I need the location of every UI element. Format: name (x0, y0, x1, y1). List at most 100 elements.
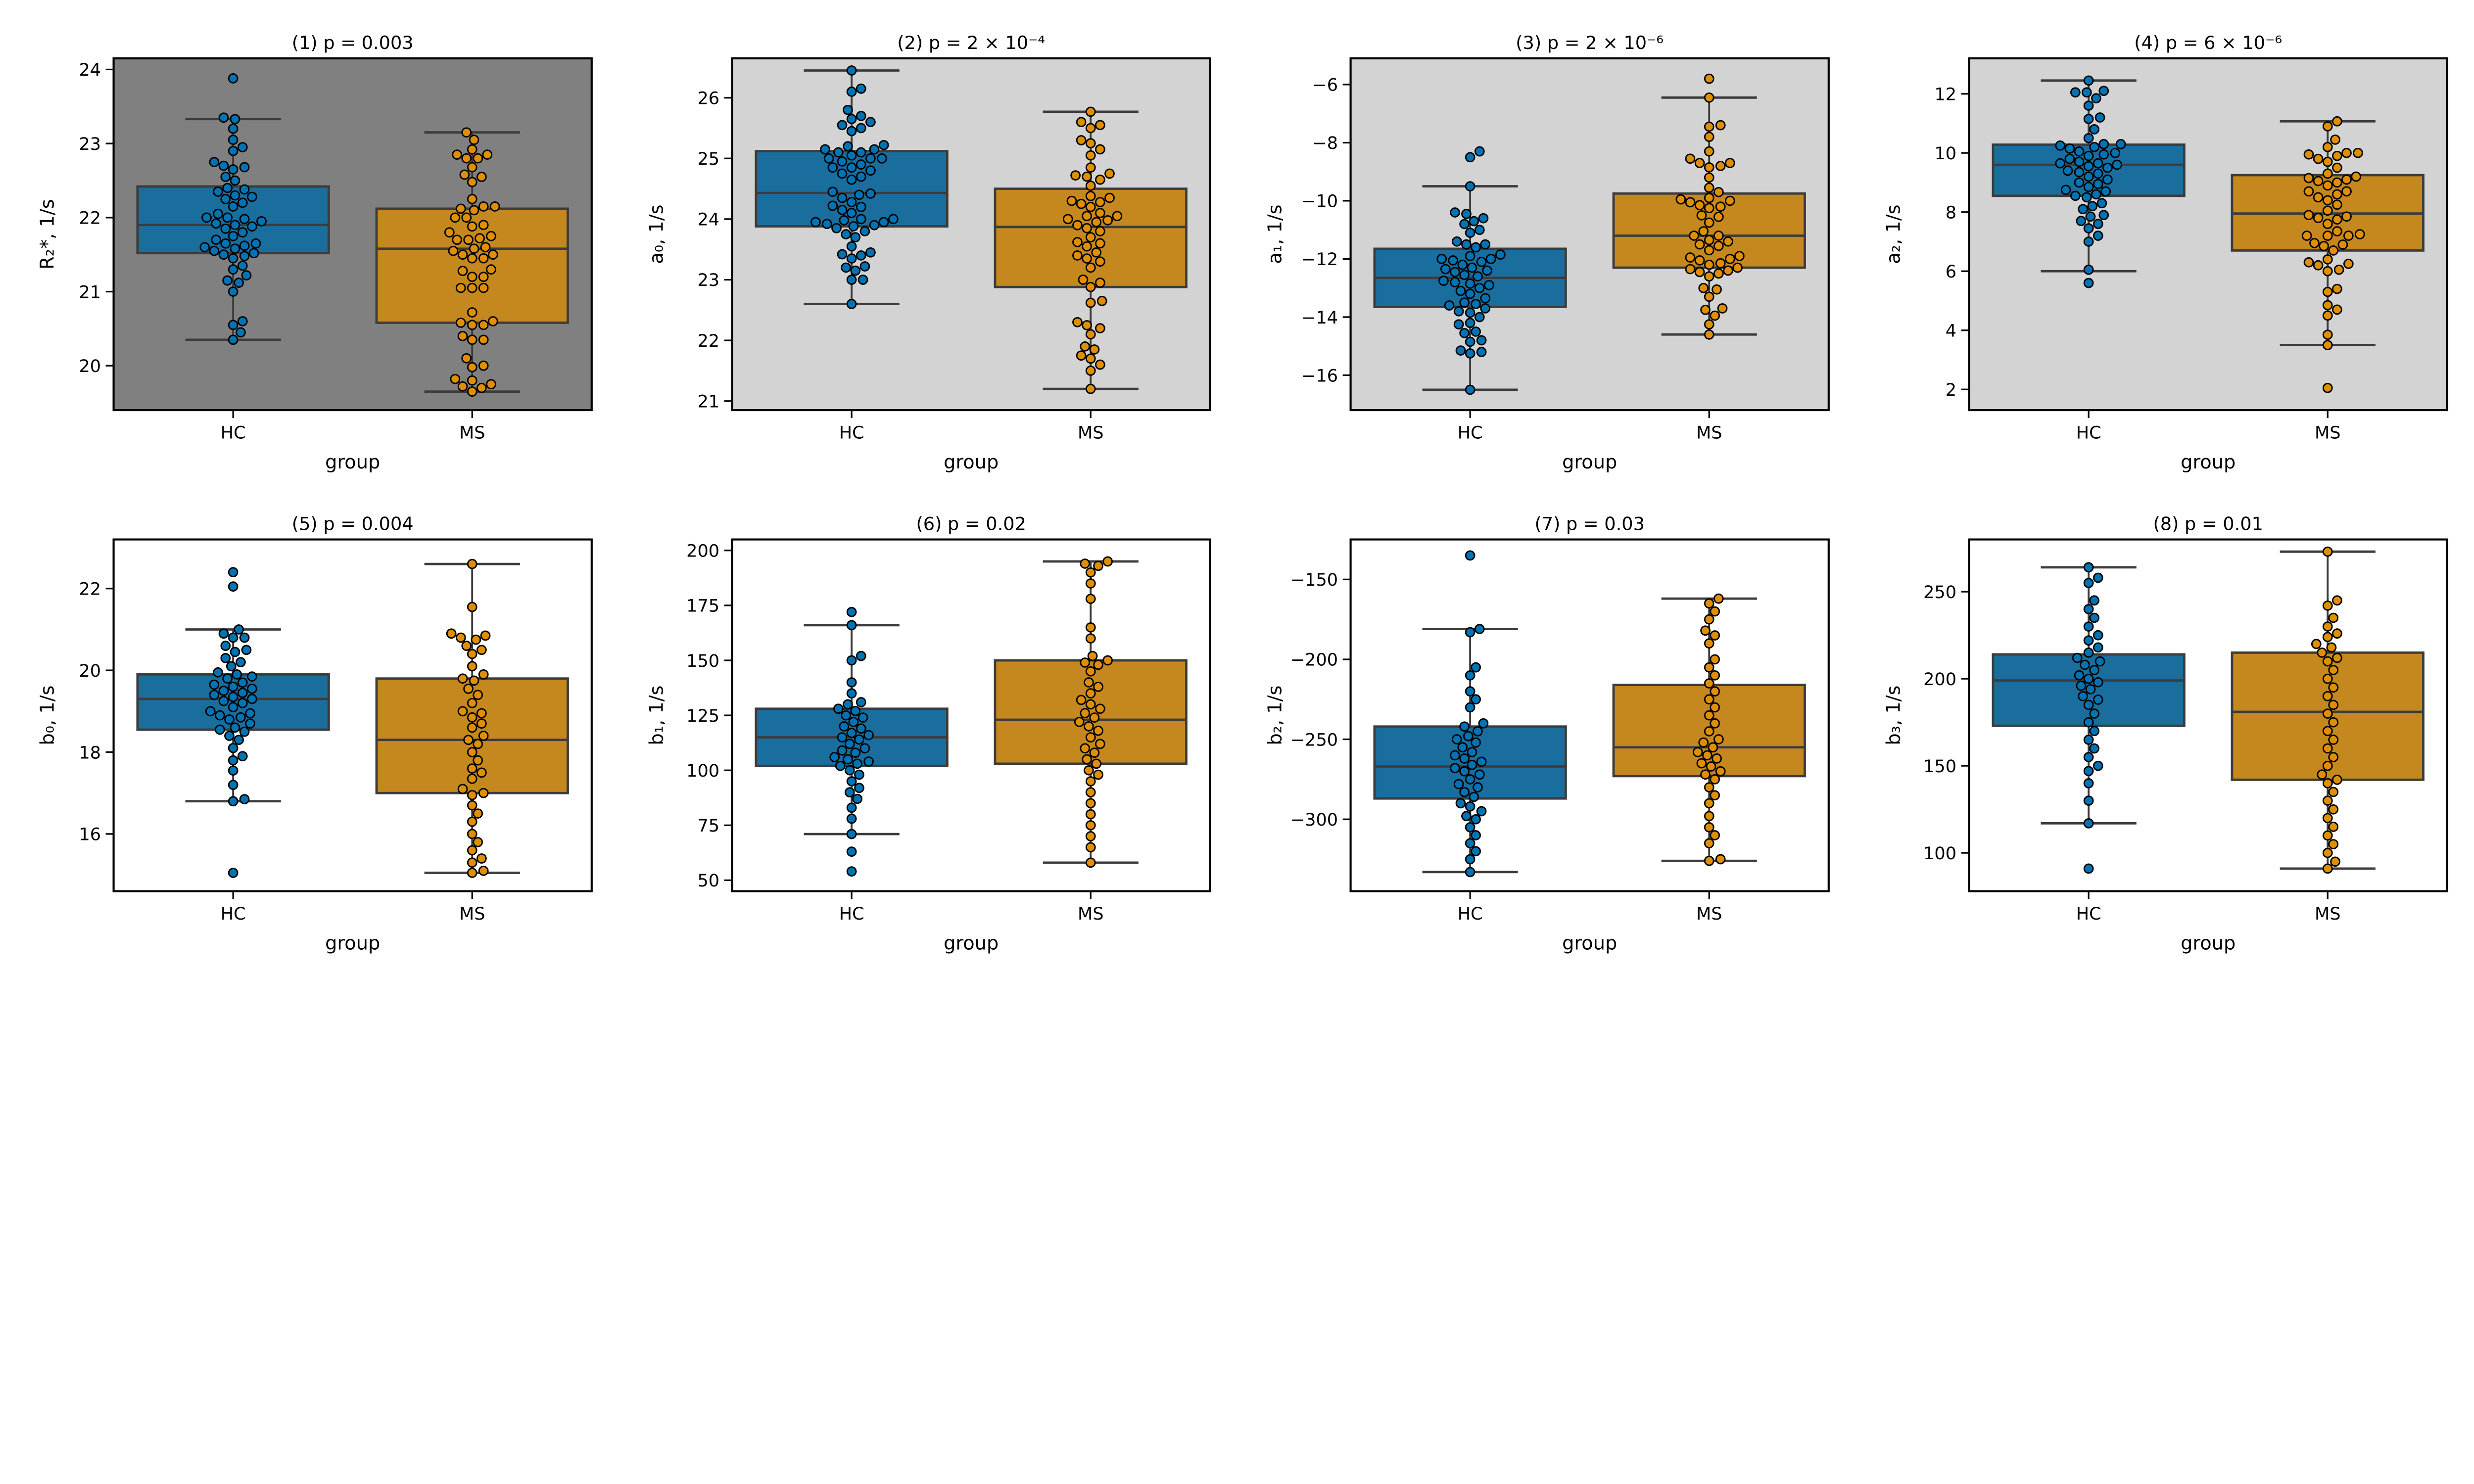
subplot-title: (7) p = 0.03 (1534, 513, 1644, 534)
data-point (228, 796, 238, 807)
data-point (2081, 192, 2092, 203)
data-point (1713, 593, 1724, 604)
data-point (856, 650, 866, 661)
data-point (247, 694, 257, 704)
data-point (1082, 223, 1092, 233)
data-point (2332, 116, 2342, 127)
data-point (1713, 240, 1724, 251)
data-point (1095, 739, 1105, 749)
data-point (1704, 822, 1714, 833)
data-point (2083, 673, 2094, 684)
data-point (2343, 231, 2354, 241)
data-point (1713, 734, 1724, 744)
y-tick-label: 50 (697, 871, 719, 891)
data-point (1082, 211, 1092, 222)
plot-frame (1968, 57, 2448, 412)
data-point (1704, 838, 1714, 849)
data-point (1696, 758, 1707, 769)
data-point (1465, 181, 1475, 191)
data-point (237, 227, 248, 238)
data-point (1723, 236, 1733, 247)
data-point (237, 197, 248, 208)
data-point (2330, 856, 2340, 867)
data-point (1704, 614, 1714, 625)
data-point (2087, 201, 2098, 212)
data-point (1085, 190, 1096, 201)
data-point (2322, 180, 2333, 191)
data-point (476, 708, 487, 719)
data-point (1085, 831, 1096, 841)
data-point (843, 754, 853, 765)
data-point (1465, 774, 1475, 785)
data-point (2091, 93, 2101, 104)
data-point (863, 756, 874, 767)
data-point (1091, 758, 1102, 769)
data-point (843, 699, 853, 710)
data-point (482, 149, 493, 160)
data-point (2353, 147, 2363, 158)
plot-frame (112, 57, 593, 412)
y-axis-label: b₂, 1/s (1264, 686, 1286, 745)
y-tick-label: 6 (1946, 262, 1956, 282)
data-point (1104, 168, 1115, 179)
data-point (1095, 703, 1105, 714)
y-axis-label: a₁, 1/s (1264, 204, 1286, 264)
data-point (1085, 138, 1096, 148)
data-point (846, 275, 857, 285)
data-point (467, 763, 477, 774)
data-point (1085, 366, 1096, 376)
plot-frame (1968, 538, 2448, 892)
data-point (1102, 655, 1113, 666)
data-point (2322, 205, 2333, 216)
data-point (1082, 253, 1092, 264)
data-point (2328, 752, 2339, 762)
data-point (2332, 150, 2342, 161)
data-point (2093, 179, 2103, 189)
data-point (1474, 312, 1485, 323)
data-point (234, 278, 244, 288)
data-point (846, 728, 857, 739)
data-point (2332, 226, 2342, 236)
data-point (1085, 732, 1096, 742)
y-axis-label: a₀, 1/s (645, 204, 667, 264)
data-point (239, 240, 250, 251)
y-tick-label: 22 (697, 331, 719, 351)
data-point (448, 245, 459, 256)
data-point (457, 249, 468, 260)
data-point (1082, 320, 1092, 330)
data-point (222, 275, 233, 286)
data-point (1085, 262, 1096, 273)
data-point (2083, 778, 2094, 788)
data-point (1685, 252, 1696, 263)
y-tick-label: 150 (1923, 756, 1956, 777)
data-point (247, 221, 257, 232)
subplot-title: (1) p = 0.003 (292, 32, 414, 53)
data-point (1085, 699, 1096, 710)
data-point (1704, 291, 1714, 302)
data-point (239, 162, 250, 173)
data-point (211, 234, 222, 245)
data-point (2322, 600, 2333, 611)
data-point (457, 331, 468, 341)
data-point (1089, 747, 1100, 758)
data-point (2089, 612, 2099, 623)
data-point (2328, 612, 2339, 623)
data-point (846, 813, 857, 824)
data-point (459, 169, 470, 180)
data-point (846, 688, 857, 699)
data-point (837, 205, 848, 215)
data-point (2081, 87, 2092, 98)
data-point (228, 73, 238, 84)
data-point (228, 702, 238, 712)
data-point (1702, 750, 1713, 761)
data-point (1461, 239, 1472, 250)
data-point (1715, 120, 1726, 131)
data-point (846, 866, 857, 877)
data-point (467, 868, 477, 878)
data-point (1712, 753, 1722, 764)
data-point (1459, 721, 1470, 732)
data-point (852, 793, 862, 804)
data-point (2328, 787, 2339, 797)
data-point (2322, 863, 2333, 874)
